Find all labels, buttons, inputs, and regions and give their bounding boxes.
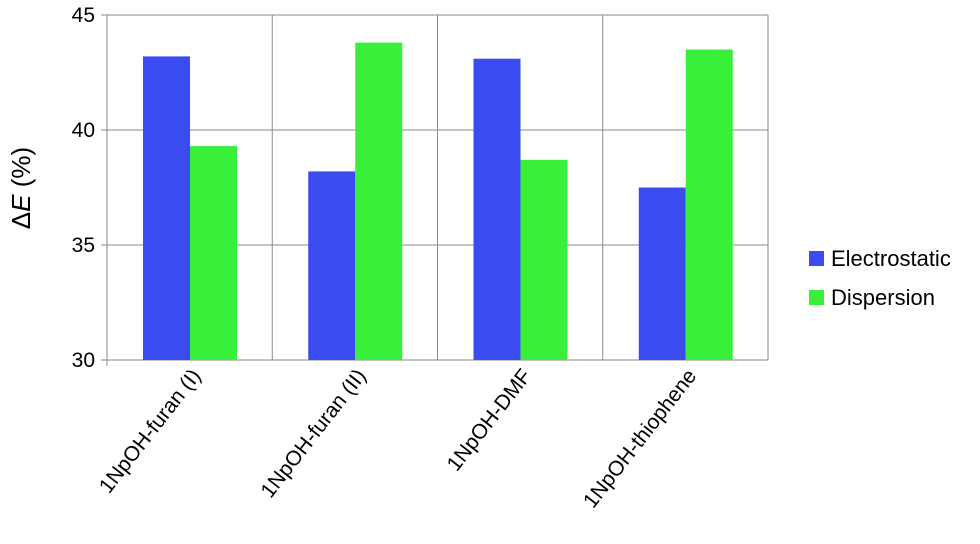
x-category-label: 1NpOH-furan (I) — [95, 365, 206, 498]
bar-electrostatic-4 — [638, 187, 686, 360]
y-tick-label: 35 — [72, 234, 95, 257]
y-tick-label: 30 — [72, 349, 95, 372]
y-tick-label: 45 — [72, 4, 95, 27]
bar-electrostatic-1 — [143, 56, 190, 361]
x-category-label: 1NpOH-DMF — [443, 365, 537, 476]
bar-dispersion-3 — [520, 159, 568, 360]
bar-electrostatic-2 — [308, 171, 356, 360]
bar-electrostatic-3 — [473, 58, 521, 360]
legend: Electrostatic Dispersion — [809, 246, 951, 310]
x-category-label: 1NpOH-thiophene — [579, 365, 701, 513]
y-axis-label-var: E — [6, 194, 36, 212]
legend-label-electrostatic: Electrostatic — [831, 246, 951, 271]
legend-swatch-electrostatic — [809, 251, 824, 266]
y-tick-label: 40 — [72, 119, 95, 142]
y-tick-labels: 30 35 40 45 — [72, 4, 95, 372]
bars — [143, 42, 733, 361]
bar-dispersion-4 — [685, 49, 733, 360]
legend-label-dispersion: Dispersion — [831, 285, 935, 310]
bar-dispersion-1 — [190, 146, 237, 360]
bar-dispersion-2 — [355, 42, 403, 360]
x-category-labels: 1NpOH-furan (I) 1NpOH-furan (II) 1NpOH-DMF… — [95, 365, 702, 513]
x-category-label: 1NpOH-furan (II) — [256, 365, 370, 502]
legend-swatch-dispersion — [809, 290, 824, 305]
y-axis-label: ΔE (%) — [6, 147, 36, 229]
y-axis-label-unit: (%) — [6, 147, 36, 195]
y-axis-label-symbol: Δ — [6, 212, 36, 229]
